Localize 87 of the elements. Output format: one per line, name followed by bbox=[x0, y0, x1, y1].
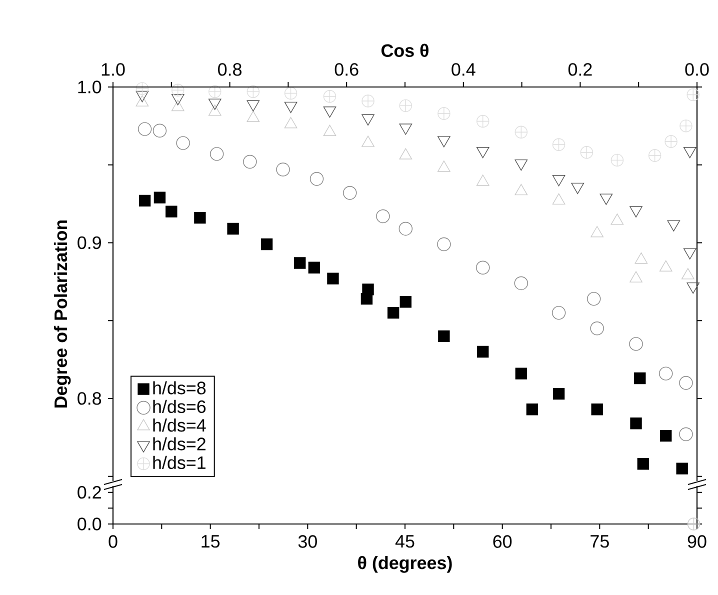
point bbox=[514, 276, 528, 290]
point bbox=[476, 114, 490, 128]
point bbox=[284, 86, 298, 100]
point bbox=[154, 192, 166, 204]
point bbox=[294, 257, 306, 269]
point bbox=[343, 186, 357, 200]
point bbox=[323, 90, 336, 103]
point bbox=[648, 149, 662, 162]
point bbox=[362, 284, 374, 296]
point bbox=[208, 85, 222, 98]
point bbox=[276, 162, 290, 176]
legend-label: h/ds=6 bbox=[153, 400, 206, 414]
point bbox=[676, 462, 688, 474]
x-tick-label: 15 bbox=[202, 535, 220, 548]
point bbox=[438, 107, 450, 120]
point bbox=[376, 209, 390, 224]
x-tick-label: 75 bbox=[590, 535, 609, 548]
point bbox=[387, 306, 400, 319]
point bbox=[176, 136, 190, 150]
y-tick-label: 0.9 bbox=[78, 236, 101, 250]
point bbox=[515, 368, 528, 380]
point bbox=[514, 126, 528, 139]
x-tick-label: 90 bbox=[688, 535, 706, 548]
point bbox=[610, 154, 624, 167]
point bbox=[477, 346, 489, 358]
x-tick-label: 45 bbox=[395, 535, 414, 548]
point bbox=[194, 212, 206, 224]
point bbox=[637, 458, 649, 470]
x2-tick-label: 0.0 bbox=[685, 63, 709, 76]
legend-label: h/ds=8 bbox=[153, 381, 206, 394]
point bbox=[664, 135, 678, 148]
point bbox=[246, 85, 260, 98]
point bbox=[399, 99, 412, 112]
point bbox=[138, 194, 151, 207]
point bbox=[310, 172, 324, 186]
y-tick-label: 1.0 bbox=[78, 80, 102, 94]
point bbox=[227, 222, 239, 235]
point bbox=[138, 122, 152, 136]
x2-axis-title: Cos θ bbox=[381, 44, 428, 57]
point bbox=[327, 272, 339, 284]
point bbox=[362, 94, 374, 108]
point bbox=[243, 154, 257, 169]
point bbox=[136, 82, 149, 95]
point bbox=[476, 260, 490, 274]
x2-tick-label: 0.2 bbox=[568, 63, 592, 76]
point bbox=[586, 292, 601, 306]
x2-tick-label: 0.4 bbox=[452, 63, 476, 76]
x-axis-title: θ (degrees) bbox=[358, 556, 452, 573]
y-tick-label: 0.0 bbox=[78, 518, 102, 530]
y-tick-label: 0.8 bbox=[78, 392, 102, 405]
point bbox=[630, 418, 642, 430]
x-tick-label: 60 bbox=[493, 535, 512, 548]
point bbox=[437, 237, 451, 252]
legend-label: h/ds=2 bbox=[153, 437, 206, 450]
point bbox=[634, 372, 646, 384]
point bbox=[152, 124, 167, 138]
legend-label: h/ds=4 bbox=[153, 418, 206, 432]
point bbox=[580, 146, 594, 159]
point bbox=[438, 330, 450, 342]
point bbox=[400, 296, 412, 308]
x2-tick-label: 0.6 bbox=[334, 63, 358, 76]
point bbox=[526, 404, 538, 416]
point bbox=[679, 376, 693, 390]
point bbox=[166, 206, 178, 218]
point bbox=[552, 388, 565, 400]
y-axis-title: Degree of Polarization bbox=[54, 220, 71, 408]
point bbox=[260, 238, 273, 250]
point bbox=[308, 262, 320, 274]
y-tick-label: 0.2 bbox=[78, 486, 101, 499]
x-tick-label: 0 bbox=[108, 535, 118, 548]
point bbox=[660, 430, 672, 442]
point bbox=[590, 322, 604, 336]
x-tick-label: 30 bbox=[298, 535, 317, 548]
point bbox=[591, 404, 603, 416]
point bbox=[680, 120, 692, 132]
point bbox=[679, 427, 693, 442]
point bbox=[552, 138, 566, 151]
point bbox=[172, 84, 184, 96]
x2-tick-label: 0.8 bbox=[218, 63, 242, 76]
point bbox=[398, 222, 412, 236]
point bbox=[552, 306, 566, 320]
point bbox=[210, 147, 224, 161]
point bbox=[629, 337, 643, 351]
point bbox=[686, 88, 700, 102]
point bbox=[659, 366, 673, 380]
x2-tick-label: 1.0 bbox=[102, 63, 125, 76]
legend-label: h/ds=1 bbox=[153, 456, 206, 470]
